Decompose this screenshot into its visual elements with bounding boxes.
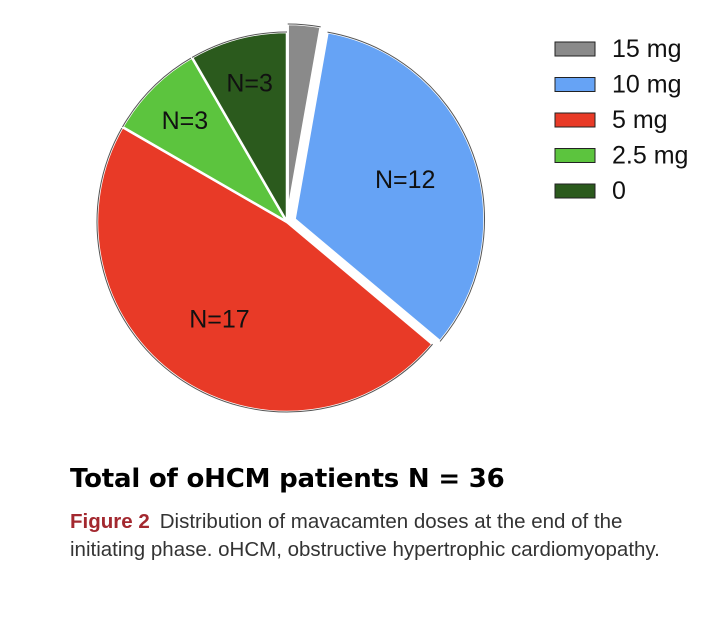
legend-label-10-mg: 10 mg bbox=[612, 71, 681, 99]
legend-label-5-mg: 5 mg bbox=[612, 106, 668, 134]
legend-label-2-5-mg: 2.5 mg bbox=[612, 142, 688, 170]
slice-label-10-mg: N=12 bbox=[375, 166, 435, 194]
legend-swatch-15-mg bbox=[554, 41, 596, 57]
pie-slice-outline-2-5-mg bbox=[122, 57, 193, 128]
legend-swatch-2-5-mg bbox=[554, 148, 596, 163]
legend-swatch-10-mg bbox=[554, 77, 596, 92]
legend: 15 mg 10 mg 5 mg 2.5 mg 0 bbox=[554, 35, 688, 205]
pie-slice-labels: N=12 N=17 N=3 N=3 bbox=[162, 70, 436, 334]
slice-label-5-mg: N=17 bbox=[189, 306, 249, 334]
legend-swatch-5-mg bbox=[554, 112, 596, 128]
slice-label-2-5-mg: N=3 bbox=[162, 107, 209, 135]
figure-caption: Figure 2 Distribution of mavacamten doses… bbox=[70, 508, 690, 564]
caption-text: Distribution of mavacamten doses at the … bbox=[70, 510, 660, 561]
total-patients-heading: Total of oHCM patients N = 36 bbox=[70, 464, 505, 494]
legend-swatch-0 bbox=[554, 183, 596, 199]
legend-label-0: 0 bbox=[612, 177, 626, 205]
pie-slice-outline-0 bbox=[191, 31, 288, 58]
figure-label: Figure 2 bbox=[70, 510, 150, 533]
pie-slice-outline-5-mg bbox=[96, 126, 433, 413]
legend-label-15-mg: 15 mg bbox=[612, 35, 681, 63]
pie-chart: N=12 N=17 N=3 N=3 15 mg 10 mg 5 mg 2.5 mg 0 bbox=[95, 22, 688, 414]
pie-slice-outline-10-mg bbox=[327, 31, 485, 342]
pie-slice-outline-15-mg bbox=[287, 23, 321, 28]
slice-label-0: N=3 bbox=[226, 70, 273, 98]
pie-slices bbox=[95, 22, 486, 414]
